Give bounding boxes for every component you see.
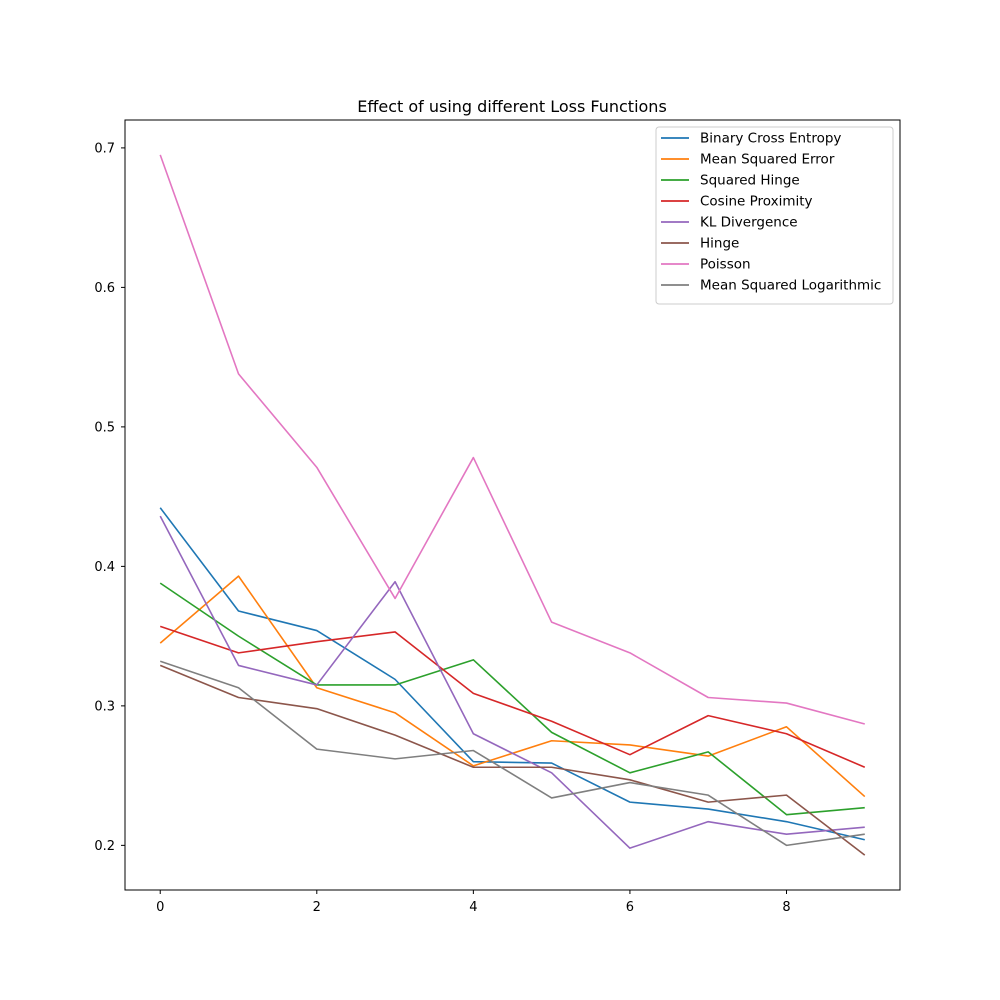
- x-tick-label: 4: [469, 900, 477, 915]
- legend-label-squared-hinge: Squared Hinge: [700, 173, 800, 189]
- series-line-cosine-proximity: [159, 625, 866, 768]
- y-tick-label: 0.5: [94, 420, 115, 435]
- legend-label-mean-squared-logarithmic: Mean Squared Logarithmic: [700, 278, 881, 294]
- legend-label-binary-cross-entropy: Binary Cross Entropy: [700, 131, 841, 147]
- series-line-mean-squared-logarithmic: [159, 660, 865, 847]
- legend-box: [655, 126, 894, 305]
- y-tick-label: 0.4: [94, 560, 115, 575]
- series-line-kl-divergence: [159, 515, 865, 849]
- y-axis: 0.2 0.3 0.4 0.5 0.6 0.7: [94, 141, 125, 854]
- legend-label-kl-divergence: KL Divergence: [700, 215, 798, 231]
- y-tick-label: 0.6: [94, 281, 115, 296]
- plot-frame: [124, 119, 901, 891]
- legend-label-mean-squared-error: Mean Squared Error: [700, 152, 835, 168]
- x-tick-label: 0: [156, 900, 164, 915]
- y-tick-label: 0.7: [94, 141, 115, 156]
- series-line-mean-squared-error: [159, 575, 866, 798]
- y-tick-label: 0.3: [94, 699, 115, 714]
- y-tick-label: 0.2: [94, 839, 115, 854]
- series-line-poisson: [159, 154, 865, 725]
- x-tick-label: 6: [626, 900, 634, 915]
- plot-lines: [159, 154, 866, 856]
- x-tick-label: 8: [782, 900, 790, 915]
- series-line-squared-hinge: [159, 582, 865, 816]
- legend-label-hinge: Hinge: [700, 236, 739, 252]
- x-axis: 0 2 4 6 8: [156, 890, 791, 915]
- legend-label-cosine-proximity: Cosine Proximity: [700, 194, 813, 210]
- series-line-hinge: [159, 664, 866, 856]
- legend-label-poisson: Poisson: [700, 257, 751, 273]
- chart-title: Effect of using different Loss Functions: [357, 97, 667, 116]
- legend: Binary Cross Entropy Mean Squared Error Sq…: [655, 126, 894, 305]
- x-tick-label: 2: [313, 900, 321, 915]
- series-line-binary-cross-entropy: [159, 507, 865, 841]
